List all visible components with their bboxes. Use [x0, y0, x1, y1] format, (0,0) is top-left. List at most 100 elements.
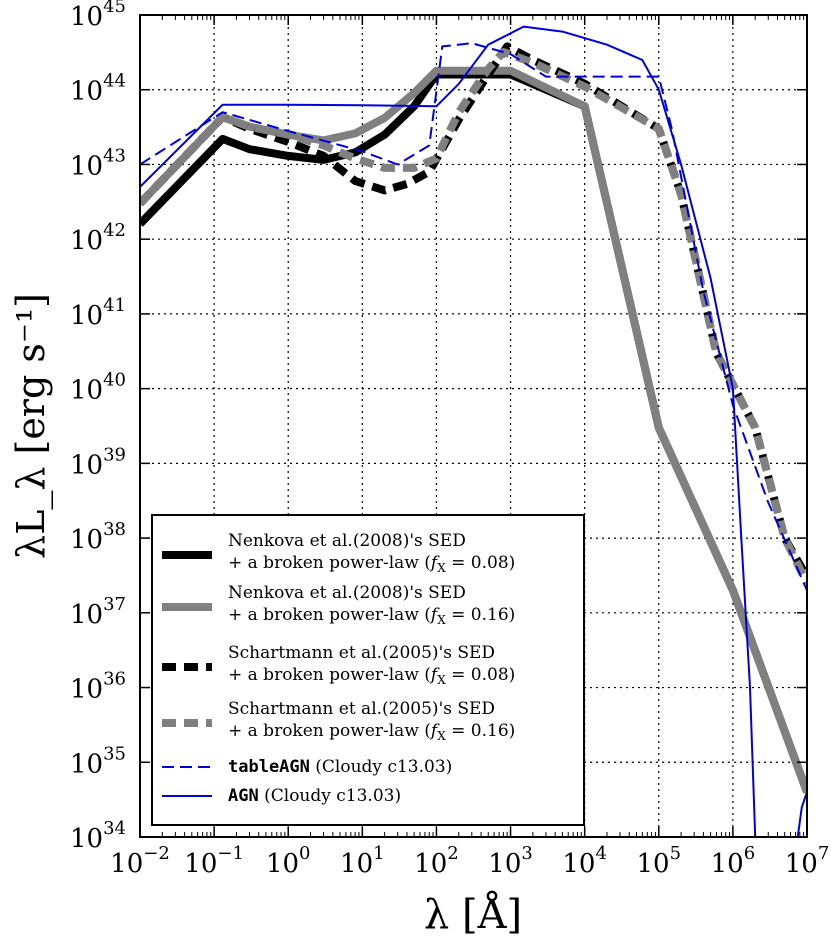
legend-label-sub: X [437, 613, 446, 627]
legend-label-sub: X [437, 729, 446, 743]
y-tick-exp: 40 [103, 370, 126, 391]
y-tick-exp: 38 [103, 519, 126, 540]
legend-label-line2: + a broken power-law (fX = 0.08) [228, 553, 515, 575]
legend-label-text: + a broken power-law ( [228, 665, 431, 685]
y-tick-base: 10 [70, 600, 103, 630]
y-tick-base: 10 [70, 749, 103, 779]
legend-label-text: (Cloudy c13.03) [259, 786, 401, 806]
y-tick-label: 1038 [70, 519, 126, 555]
y-tick-exp: 34 [103, 818, 126, 839]
y-tick-label: 1039 [70, 444, 126, 480]
legend-label-code: AGN [228, 786, 259, 806]
y-axis-label: λL_λ [erg s⁻¹] [9, 293, 54, 559]
y-tick-exp: 36 [103, 669, 126, 690]
x-tick-exp: −1 [217, 843, 244, 864]
y-tick-base: 10 [70, 226, 103, 256]
x-tick-exp: 4 [595, 843, 606, 864]
legend-label-sub: X [437, 561, 446, 575]
axis-ticks [139, 14, 808, 838]
x-tick-label: 103 [488, 843, 533, 879]
y-tick-label: 1035 [70, 743, 126, 779]
x-tick-exp: 0 [299, 843, 310, 864]
legend-label-f: f [429, 665, 440, 685]
legend-label-line2: + a broken power-law (fX = 0.16) [228, 605, 515, 627]
legend-label-line1: Schartmann et al.(2005)'s SED [228, 699, 495, 719]
legend-label-f: f [429, 721, 440, 741]
legend-label-line1: Nenkova et al.(2008)'s SED [228, 531, 466, 551]
y-tick-exp: 35 [103, 743, 126, 764]
y-tick-base: 10 [70, 824, 103, 854]
y-tick-base: 10 [70, 151, 103, 181]
legend-label-text: + a broken power-law ( [228, 721, 431, 741]
y-tick-base: 10 [70, 675, 103, 705]
x-tick-exp: 1 [373, 843, 384, 864]
x-tick-base: 10 [340, 849, 373, 879]
legend-label-line2: + a broken power-law (fX = 0.16) [228, 721, 515, 743]
series-line-4 [140, 48, 807, 585]
x-tick-label: 106 [711, 843, 756, 879]
x-tick-label: 101 [340, 843, 385, 879]
x-tick-label: 104 [562, 843, 607, 879]
y-tick-label: 1042 [70, 220, 126, 256]
x-tick-base: 10 [184, 849, 217, 879]
series-lines [140, 25, 807, 837]
legend-label-code: tableAGN [228, 757, 310, 777]
x-tick-exp: 2 [447, 843, 458, 864]
x-tick-label: 102 [414, 843, 459, 879]
x-tick-base: 10 [562, 849, 595, 879]
legend-label-line1: Nenkova et al.(2008)'s SED [228, 583, 466, 603]
series-line-5 [140, 42, 807, 591]
legend-label-text: + a broken power-law ( [228, 553, 431, 573]
x-tick-base: 10 [785, 849, 818, 879]
legend-label: tableAGN (Cloudy c13.03) [228, 757, 452, 777]
x-tick-base: 10 [488, 849, 521, 879]
y-tick-base: 10 [70, 450, 103, 480]
x-tick-label: 107 [785, 843, 830, 879]
y-tick-label: 1040 [70, 370, 126, 406]
legend-label-sub: X [437, 673, 446, 687]
legend-label-f: f [429, 605, 440, 625]
y-tick-label: 1043 [70, 145, 126, 181]
y-tick-label: 1036 [70, 669, 126, 705]
legend-label-value: = 0.16) [446, 605, 516, 625]
legend: Nenkova et al.(2008)'s SED+ a broken pow… [151, 514, 585, 826]
x-tick-base: 10 [637, 849, 670, 879]
x-tick-labels: 10−2 10−1 100 101 102 103 104 105 106 107 [110, 843, 829, 879]
x-tick-label: 10−1 [184, 843, 244, 879]
legend-label-line1: Schartmann et al.(2005)'s SED [228, 643, 495, 663]
y-tick-base: 10 [70, 525, 103, 555]
legend-label-value: = 0.08) [446, 553, 516, 573]
y-tick-base: 10 [70, 77, 103, 107]
y-tick-label: 1045 [70, 0, 126, 32]
y-tick-base: 10 [70, 2, 103, 32]
x-tick-base: 10 [110, 849, 143, 879]
y-tick-label: 1041 [70, 295, 126, 331]
y-tick-labels: 1034103510361037103810391040104110421043… [70, 0, 126, 854]
legend-box [151, 514, 585, 826]
y-tick-exp: 39 [103, 444, 126, 465]
y-tick-exp: 44 [103, 71, 126, 92]
y-tick-label: 1034 [70, 818, 126, 854]
legend-label: AGN (Cloudy c13.03) [228, 786, 401, 806]
x-tick-exp: 7 [818, 843, 829, 864]
legend-label-text: + a broken power-law ( [228, 605, 431, 625]
y-tick-label: 1044 [70, 71, 126, 107]
x-tick-base: 10 [414, 849, 447, 879]
x-tick-exp: 3 [521, 843, 532, 864]
x-tick-exp: 6 [744, 843, 755, 864]
series-line-6 [140, 25, 757, 837]
x-tick-label: 10−2 [110, 843, 170, 879]
y-tick-exp: 41 [103, 295, 126, 316]
y-tick-label: 1037 [70, 594, 126, 630]
x-axis-label: λ [Å] [424, 891, 522, 938]
x-tick-label: 105 [637, 843, 682, 879]
x-tick-exp: −2 [143, 843, 170, 864]
legend-label-text: (Cloudy c13.03) [310, 757, 452, 777]
y-tick-base: 10 [70, 301, 103, 331]
legend-label-value: = 0.16) [446, 721, 516, 741]
plot-frame [139, 14, 808, 838]
series-line-7 [796, 791, 807, 837]
x-tick-exp: 5 [670, 843, 681, 864]
y-tick-exp: 37 [103, 594, 126, 615]
